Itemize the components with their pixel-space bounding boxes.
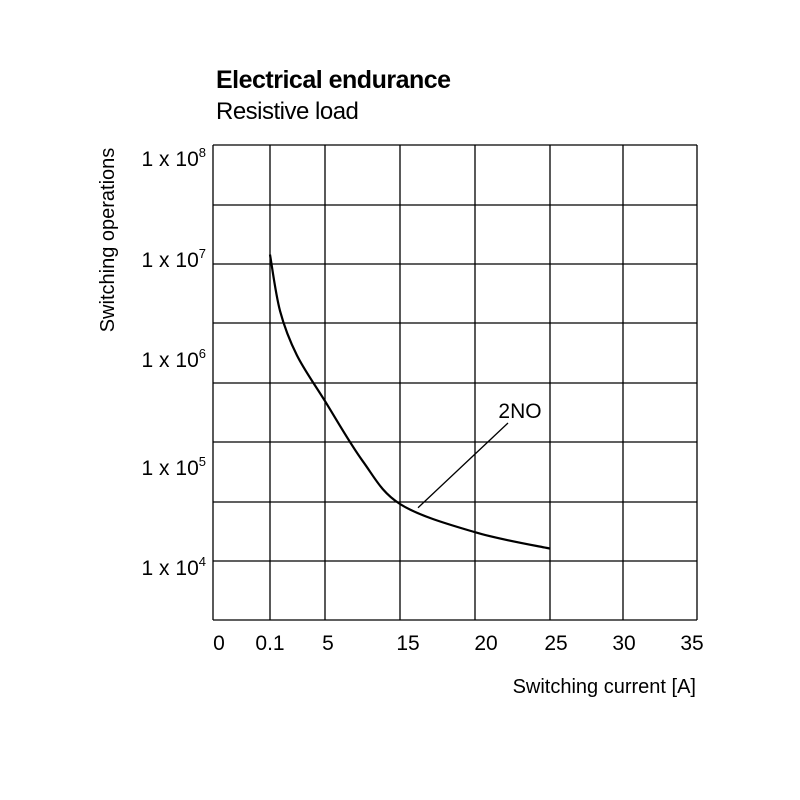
y-tick-label: 1 x 104 xyxy=(142,554,206,580)
y-tick-base: 1 x 10 xyxy=(142,249,199,272)
x-tick-label: 20 xyxy=(474,632,497,655)
y-tick-base: 1 x 10 xyxy=(142,557,199,580)
x-tick-label: 0 xyxy=(213,632,225,655)
y-tick-label: 1 x 106 xyxy=(142,346,206,372)
series-label-leader xyxy=(417,422,509,509)
x-tick-label: 25 xyxy=(544,632,567,655)
y-tick-exponent: 8 xyxy=(199,145,206,160)
grid xyxy=(212,144,698,621)
y-tick-base: 1 x 10 xyxy=(142,148,199,171)
series-group: 2NO xyxy=(268,254,551,550)
y-tick-exponent: 5 xyxy=(199,454,206,469)
x-axis-title: Switching current [A] xyxy=(513,676,696,698)
series-line-2no xyxy=(268,254,551,550)
y-axis-title: Switching operations xyxy=(97,148,119,333)
y-tick-exponent: 7 xyxy=(199,246,206,261)
y-tick-base: 1 x 10 xyxy=(142,349,199,372)
x-tick-labels: 0 0.1 5 15 20 25 30 35 xyxy=(213,632,704,655)
series-label: 2NO xyxy=(498,400,541,423)
y-tick-label: 1 x 105 xyxy=(142,454,206,480)
y-tick-exponent: 4 xyxy=(199,554,206,569)
chart-subtitle: Resistive load xyxy=(216,98,359,125)
x-tick-label: 35 xyxy=(680,632,703,655)
x-tick-label: 15 xyxy=(396,632,419,655)
y-tick-label: 1 x 107 xyxy=(142,246,206,272)
y-tick-label: 1 x 108 xyxy=(142,145,206,171)
x-tick-label: 5 xyxy=(322,632,334,655)
x-tick-label: 30 xyxy=(612,632,635,655)
y-tick-base: 1 x 10 xyxy=(142,457,199,480)
x-tick-label: 0.1 xyxy=(255,632,284,655)
y-tick-exponent: 6 xyxy=(199,346,206,361)
chart-title: Electrical endurance xyxy=(216,66,451,94)
